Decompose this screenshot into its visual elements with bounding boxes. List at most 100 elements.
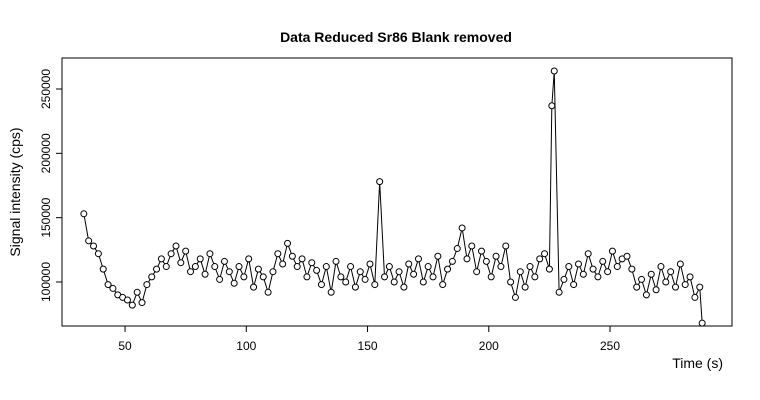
data-point	[85, 237, 93, 245]
data-point	[104, 281, 112, 289]
y-tick-label: 250000	[39, 69, 53, 109]
x-axis-label: Time (s)	[672, 355, 723, 371]
data-point	[667, 268, 675, 276]
data-point	[410, 270, 418, 278]
data-point	[468, 242, 476, 250]
data-point	[162, 263, 170, 271]
data-point	[623, 252, 631, 260]
data-point	[182, 247, 190, 255]
data-point	[148, 273, 156, 281]
x-tick-label: 250	[600, 339, 620, 353]
data-point	[478, 247, 486, 255]
data-point	[366, 260, 374, 268]
data-point	[240, 273, 248, 281]
x-tick-label: 50	[118, 339, 132, 353]
data-point	[633, 283, 641, 291]
data-point	[342, 278, 350, 286]
data-point	[361, 275, 369, 283]
data-point	[463, 255, 471, 263]
data-point	[545, 265, 553, 273]
data-point	[143, 281, 151, 289]
data-point	[647, 270, 655, 278]
data-point	[109, 284, 117, 292]
data-point	[337, 273, 345, 281]
data-point	[521, 283, 529, 291]
data-point	[99, 265, 107, 273]
data-point	[235, 263, 243, 271]
data-point	[90, 242, 98, 250]
data-point	[225, 268, 233, 276]
data-point	[356, 268, 364, 276]
data-point	[230, 279, 238, 287]
data-point	[541, 250, 549, 258]
data-point	[599, 257, 607, 265]
data-point	[259, 273, 267, 281]
data-point	[153, 265, 161, 273]
data-point	[526, 263, 534, 271]
data-line	[83, 70, 703, 324]
data-point	[390, 278, 398, 286]
data-point	[128, 301, 136, 309]
data-point	[550, 67, 558, 75]
data-point	[429, 273, 437, 281]
data-point	[448, 257, 456, 265]
data-point	[123, 296, 131, 304]
data-point	[548, 102, 556, 110]
data-point	[351, 283, 359, 291]
data-point	[157, 255, 165, 263]
data-point	[206, 250, 214, 258]
data-point	[434, 252, 442, 260]
y-tick-label: 100000	[39, 262, 53, 302]
data-point	[608, 247, 616, 255]
data-point	[555, 288, 563, 296]
data-point	[94, 250, 102, 258]
data-point	[400, 283, 408, 291]
data-point	[138, 299, 146, 307]
data-point	[657, 263, 665, 271]
data-point	[458, 224, 466, 232]
data-point	[167, 250, 175, 258]
data-point	[293, 263, 301, 271]
data-point	[191, 263, 199, 271]
data-point	[594, 273, 602, 281]
data-point	[395, 268, 403, 276]
data-point	[698, 319, 706, 327]
data-point	[405, 260, 413, 268]
data-point	[414, 255, 422, 263]
data-point	[196, 255, 204, 263]
data-point	[332, 257, 340, 265]
data-point	[502, 242, 510, 250]
data-point	[424, 263, 432, 271]
chart-title: Data Reduced Sr86 Blank removed	[280, 29, 512, 45]
data-point	[220, 257, 228, 265]
data-point	[264, 288, 272, 296]
data-point	[381, 273, 389, 281]
data-point	[584, 250, 592, 258]
data-point	[536, 255, 544, 263]
data-point	[177, 259, 185, 267]
data-point	[274, 250, 282, 258]
data-point	[691, 293, 699, 301]
data-point	[686, 273, 694, 281]
y-axis-label: Signal intensity (cps)	[7, 127, 23, 256]
data-point	[482, 257, 490, 265]
data-point	[487, 273, 495, 281]
data-point	[376, 178, 384, 186]
data-point	[371, 281, 379, 289]
data-point	[201, 270, 209, 278]
data-point	[613, 263, 621, 271]
data-point	[565, 263, 573, 271]
data-point	[671, 283, 679, 291]
data-point	[444, 265, 452, 273]
data-point	[696, 283, 704, 291]
data-point	[313, 266, 321, 274]
data-point	[604, 268, 612, 276]
x-tick-label: 200	[479, 339, 499, 353]
data-point	[211, 263, 219, 271]
data-point	[308, 259, 316, 267]
y-tick-label: 200000	[39, 133, 53, 173]
data-point	[133, 288, 141, 296]
data-point	[327, 288, 335, 296]
data-point	[298, 255, 306, 263]
